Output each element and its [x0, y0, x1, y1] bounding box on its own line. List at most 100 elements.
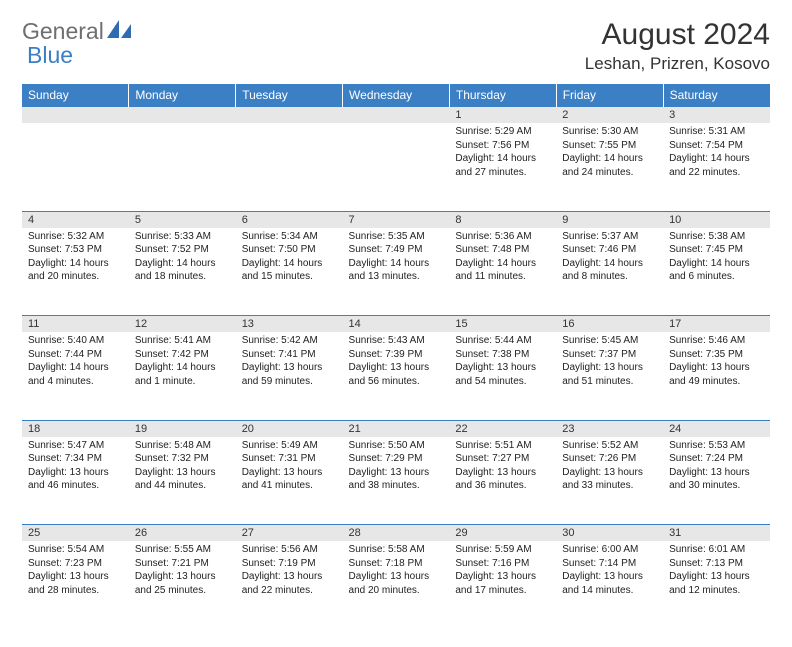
day-body-row: Sunrise: 5:29 AMSunset: 7:56 PMDaylight:… [22, 123, 770, 211]
day-body-row: Sunrise: 5:32 AMSunset: 7:53 PM Daylight:… [22, 228, 770, 316]
daylight-line: Daylight: 13 hours and 33 minutes. [562, 466, 657, 493]
sunrise-line: Sunrise: 5:59 AM [455, 543, 550, 557]
sunrise-line: Sunrise: 5:34 AM [242, 230, 337, 244]
daylight-line: Daylight: 13 hours and 51 minutes. [562, 361, 657, 388]
sunset-line: Sunset: 7:16 PM [455, 557, 550, 571]
calendar-table: Sunday Monday Tuesday Wednesday Thursday… [22, 84, 770, 629]
sunset-line: Sunset: 7:29 PM [349, 452, 444, 466]
day-cell-content: Sunrise: 5:53 AMSunset: 7:24 PMDaylight:… [663, 437, 770, 495]
day-number-cell [236, 107, 343, 124]
weekday-header: Monday [129, 84, 236, 107]
day-number-cell: 1 [449, 107, 556, 124]
day-cell: Sunrise: 5:40 AMSunset: 7:44 PMDaylight:… [22, 332, 129, 420]
day-number-cell: 15 [449, 316, 556, 333]
day-number-cell: 14 [343, 316, 450, 333]
day-number-cell: 22 [449, 420, 556, 437]
daylight-line: Daylight: 13 hours and 49 minutes. [669, 361, 764, 388]
daylight-line: Daylight: 14 hours and 13 minutes. [349, 257, 444, 284]
day-number-row: 25262728293031 [22, 525, 770, 542]
day-number-row: 11121314151617 [22, 316, 770, 333]
day-cell-content: Sunrise: 5:48 AMSunset: 7:32 PMDaylight:… [129, 437, 236, 495]
day-cell-content: Sunrise: 5:31 AMSunset: 7:54 PMDaylight:… [663, 123, 770, 181]
sunset-line: Sunset: 7:24 PM [669, 452, 764, 466]
day-cell: Sunrise: 5:30 AMSunset: 7:55 PMDaylight:… [556, 123, 663, 211]
sunrise-line: Sunrise: 5:49 AM [242, 439, 337, 453]
day-cell-content: Sunrise: 5:52 AMSunset: 7:26 PMDaylight:… [556, 437, 663, 495]
day-number-cell: 11 [22, 316, 129, 333]
daylight-line: Daylight: 14 hours and 11 minutes. [455, 257, 550, 284]
sunrise-line: Sunrise: 5:37 AM [562, 230, 657, 244]
sunrise-line: Sunrise: 5:44 AM [455, 334, 550, 348]
sunset-line: Sunset: 7:56 PM [455, 139, 550, 153]
day-cell-content: Sunrise: 5:34 AMSunset: 7:50 PMDaylight:… [236, 228, 343, 286]
day-number-cell: 20 [236, 420, 343, 437]
day-number-cell: 28 [343, 525, 450, 542]
day-cell-content: Sunrise: 5:32 AMSunset: 7:53 PMDaylight:… [22, 228, 129, 286]
sunrise-line: Sunrise: 5:31 AM [669, 125, 764, 139]
day-cell: Sunrise: 5:37 AMSunset: 7:46 PMDaylight:… [556, 228, 663, 316]
daylight-line: Daylight: 13 hours and 30 minutes. [669, 466, 764, 493]
sunset-line: Sunset: 7:45 PM [669, 243, 764, 257]
day-cell-content: Sunrise: 5:29 AMSunset: 7:56 PMDaylight:… [449, 123, 556, 181]
day-number-cell: 19 [129, 420, 236, 437]
sunrise-line: Sunrise: 5:41 AM [135, 334, 230, 348]
sunrise-line: Sunrise: 5:58 AM [349, 543, 444, 557]
sunset-line: Sunset: 7:42 PM [135, 348, 230, 362]
weekday-header: Saturday [663, 84, 770, 107]
sunrise-line: Sunrise: 5:55 AM [135, 543, 230, 557]
sunrise-line: Sunrise: 5:32 AM [28, 230, 123, 244]
sunset-line: Sunset: 7:26 PM [562, 452, 657, 466]
sunset-line: Sunset: 7:27 PM [455, 452, 550, 466]
title-block: August 2024 Leshan, Prizren, Kosovo [585, 18, 770, 74]
day-cell-content: Sunrise: 5:50 AMSunset: 7:29 PMDaylight:… [343, 437, 450, 495]
daylight-line: Daylight: 13 hours and 56 minutes. [349, 361, 444, 388]
day-number-cell: 6 [236, 211, 343, 228]
day-number-row: 45678910 [22, 211, 770, 228]
sunset-line: Sunset: 7:35 PM [669, 348, 764, 362]
day-number-cell: 3 [663, 107, 770, 124]
day-cell [129, 123, 236, 211]
day-cell: Sunrise: 6:00 AMSunset: 7:14 PMDaylight:… [556, 541, 663, 629]
day-number-row: 18192021222324 [22, 420, 770, 437]
sunset-line: Sunset: 7:44 PM [28, 348, 123, 362]
daylight-line: Daylight: 13 hours and 44 minutes. [135, 466, 230, 493]
day-cell-content: Sunrise: 6:01 AMSunset: 7:13 PMDaylight:… [663, 541, 770, 599]
weekday-header: Wednesday [343, 84, 450, 107]
day-cell-content: Sunrise: 5:51 AMSunset: 7:27 PMDaylight:… [449, 437, 556, 495]
sunrise-line: Sunrise: 5:40 AM [28, 334, 123, 348]
day-cell-content: Sunrise: 5:45 AMSunset: 7:37 PMDaylight:… [556, 332, 663, 390]
day-cell: Sunrise: 5:34 AMSunset: 7:50 PMDaylight:… [236, 228, 343, 316]
calendar-head: Sunday Monday Tuesday Wednesday Thursday… [22, 84, 770, 107]
day-cell-content: Sunrise: 5:58 AMSunset: 7:18 PMDaylight:… [343, 541, 450, 599]
day-cell: Sunrise: 5:52 AMSunset: 7:26 PMDaylight:… [556, 437, 663, 525]
day-number-cell: 27 [236, 525, 343, 542]
month-title: August 2024 [585, 18, 770, 52]
day-cell: Sunrise: 5:41 AMSunset: 7:42 PMDaylight:… [129, 332, 236, 420]
daylight-line: Daylight: 14 hours and 24 minutes. [562, 152, 657, 179]
day-number-cell: 23 [556, 420, 663, 437]
logo-sail-icon [106, 18, 132, 45]
day-cell-content: Sunrise: 5:42 AMSunset: 7:41 PMDaylight:… [236, 332, 343, 390]
sunset-line: Sunset: 7:53 PM [28, 243, 123, 257]
day-number-cell: 9 [556, 211, 663, 228]
daylight-line: Daylight: 14 hours and 22 minutes. [669, 152, 764, 179]
daylight-line: Daylight: 13 hours and 41 minutes. [242, 466, 337, 493]
sunset-line: Sunset: 7:19 PM [242, 557, 337, 571]
day-cell-content: Sunrise: 5:47 AMSunset: 7:34 PMDaylight:… [22, 437, 129, 495]
sunset-line: Sunset: 7:18 PM [349, 557, 444, 571]
day-number-cell: 12 [129, 316, 236, 333]
calendar-body: 123Sunrise: 5:29 AMSunset: 7:56 PMDaylig… [22, 107, 770, 630]
day-cell-content: Sunrise: 5:36 AMSunset: 7:48 PMDaylight:… [449, 228, 556, 286]
day-cell-content: Sunrise: 6:00 AMSunset: 7:14 PMDaylight:… [556, 541, 663, 599]
day-cell-content: Sunrise: 5:30 AMSunset: 7:55 PMDaylight:… [556, 123, 663, 181]
daylight-line: Daylight: 14 hours and 27 minutes. [455, 152, 550, 179]
sunset-line: Sunset: 7:46 PM [562, 243, 657, 257]
sunset-line: Sunset: 7:41 PM [242, 348, 337, 362]
day-number-cell: 21 [343, 420, 450, 437]
day-cell-content: Sunrise: 5:46 AMSunset: 7:35 PMDaylight:… [663, 332, 770, 390]
daylight-line: Daylight: 13 hours and 17 minutes. [455, 570, 550, 597]
day-cell-content: Sunrise: 5:37 AMSunset: 7:46 PMDaylight:… [556, 228, 663, 286]
day-number-cell: 13 [236, 316, 343, 333]
day-cell [236, 123, 343, 211]
day-number-cell: 30 [556, 525, 663, 542]
